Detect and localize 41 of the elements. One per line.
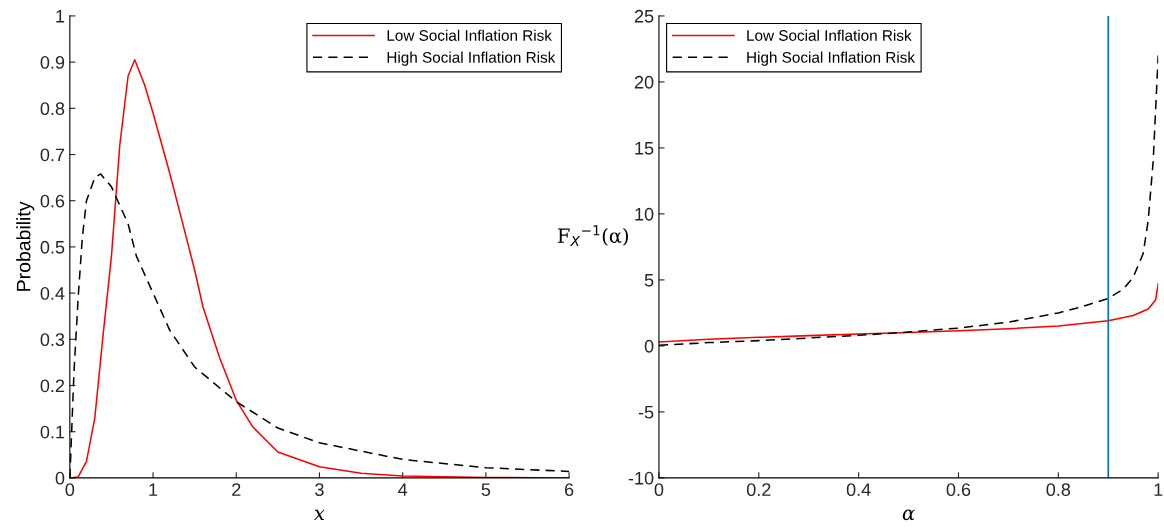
x-tick-label: 0 [654,483,664,497]
y-tick-label: 0 [644,339,654,353]
y-tick-label: 0.8 [40,102,65,116]
y-tick-label: -10 [628,471,654,485]
y-tick-label: 25 [634,9,654,23]
x-tick-label: 4 [398,483,408,496]
y-tick-label: -5 [638,406,654,419]
x-tick-label: 6 [564,483,574,497]
line-series [658,283,1159,343]
x-tick-label: 0 [65,483,75,497]
y-tick-label: 10 [635,207,654,221]
y-tick-label: 0.6 [40,194,65,208]
y-tick-label: 20 [634,75,654,89]
x-tick-label: 0.8 [1046,483,1071,497]
y-tick-label: 0 [55,471,65,485]
y-tick-label: 0.3 [40,333,65,347]
legend-label: Low Social Inflation Risk [387,29,552,41]
x-tick-label: 0.2 [746,483,771,497]
x-tick-label: 1 [1154,483,1163,496]
y-tick-label: 0.5 [40,240,65,254]
legend-label: High Social Inflation Risk [747,51,916,66]
y-tick-label: 0.9 [40,56,65,69]
y-tick-label: 5 [644,274,654,287]
x-tick-label: 5 [481,483,491,497]
y-tick-label: 15 [635,142,654,155]
legend-label: High Social Inflation Risk [387,51,556,66]
x-axis-title: α [902,509,915,521]
y-axis-title: Probability [16,201,35,291]
y-tick-label: 0.2 [40,379,65,393]
y-tick-label: 1 [56,10,65,23]
y-tick-label: 0.4 [40,287,65,300]
x-tick-label: 3 [315,483,324,497]
x-tick-label: 0.6 [946,483,971,497]
x-tick-label: 2 [232,483,241,496]
y-tick-label: 0.1 [40,425,65,439]
x-tick-label: 1 [149,483,158,496]
legend-label: Low Social Inflation Risk [747,29,912,41]
y-axis-title: F$_{X}$$^{−1}$(α) [557,225,628,246]
y-tick-label: 0.7 [40,148,65,162]
x-axis-title: x [314,509,325,520]
x-tick-label: 0.4 [846,483,871,497]
